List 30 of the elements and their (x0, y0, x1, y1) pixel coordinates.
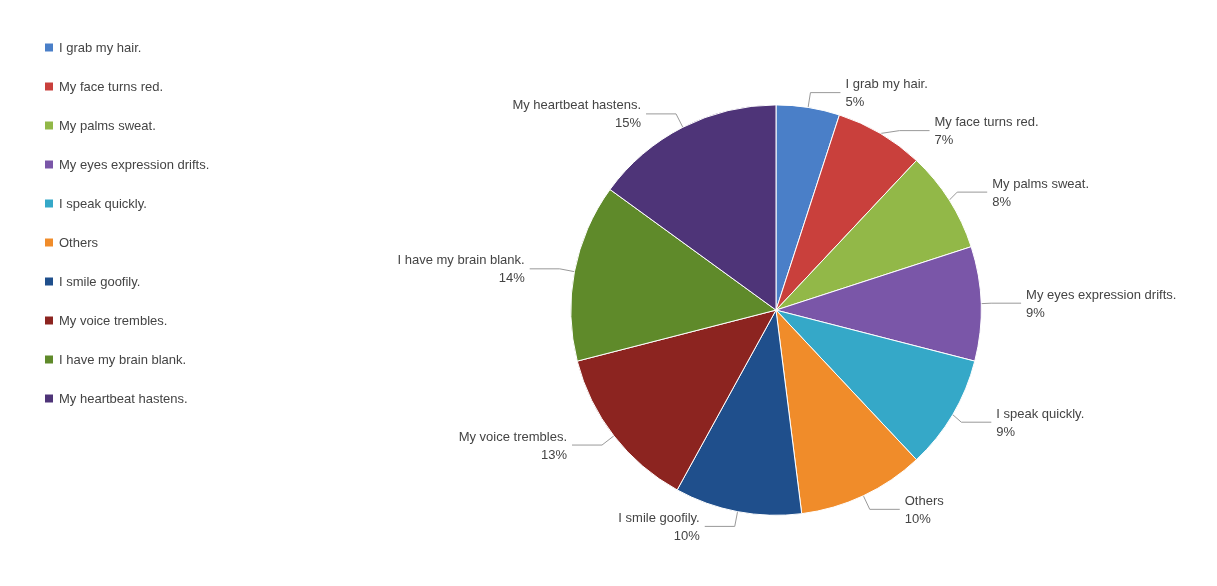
data-label: 5% (845, 94, 865, 110)
slice-label: My voice trembles. (458, 428, 568, 444)
legend-label: My face turns red. (59, 79, 164, 94)
data-label: 7% (934, 132, 954, 148)
legend-label: I smile goofily. (59, 274, 141, 289)
slice-label: My eyes expression drifts. (1026, 286, 1177, 302)
data-label: 10% (673, 527, 701, 543)
data-label: 15% (615, 115, 642, 131)
data-label: 10% (904, 510, 932, 526)
slice-label: I grab my hair. (845, 76, 928, 92)
slice-label: My face turns red. (934, 114, 1039, 130)
data-label: 9% (996, 423, 1016, 439)
legend-label: Others (59, 235, 99, 250)
data-label: 13% (540, 446, 568, 462)
slice-label: My palms sweat. (992, 175, 1090, 191)
legend-label: I have my brain blank. (59, 352, 187, 367)
legend-label: My palms sweat. (59, 118, 156, 133)
data-label: 14% (498, 270, 526, 286)
slice-label: I speak quickly. (996, 405, 1085, 421)
data-label: 8% (992, 193, 1012, 209)
legend-label: I speak quickly. (59, 196, 147, 211)
slice-label: I have my brain blank. (397, 252, 525, 268)
legend-label: My voice trembles. (59, 313, 168, 328)
legend-label: My eyes expression drifts. (59, 157, 210, 172)
legend-label: I grab my hair. (59, 40, 142, 55)
legend-label: My heartbeat hastens. (59, 391, 188, 406)
slice-label: I smile goofily. (618, 509, 700, 525)
slice-label: Others (904, 492, 945, 508)
data-label: 9% (1026, 304, 1046, 320)
slice-label: My heartbeat hastens. (512, 97, 642, 113)
